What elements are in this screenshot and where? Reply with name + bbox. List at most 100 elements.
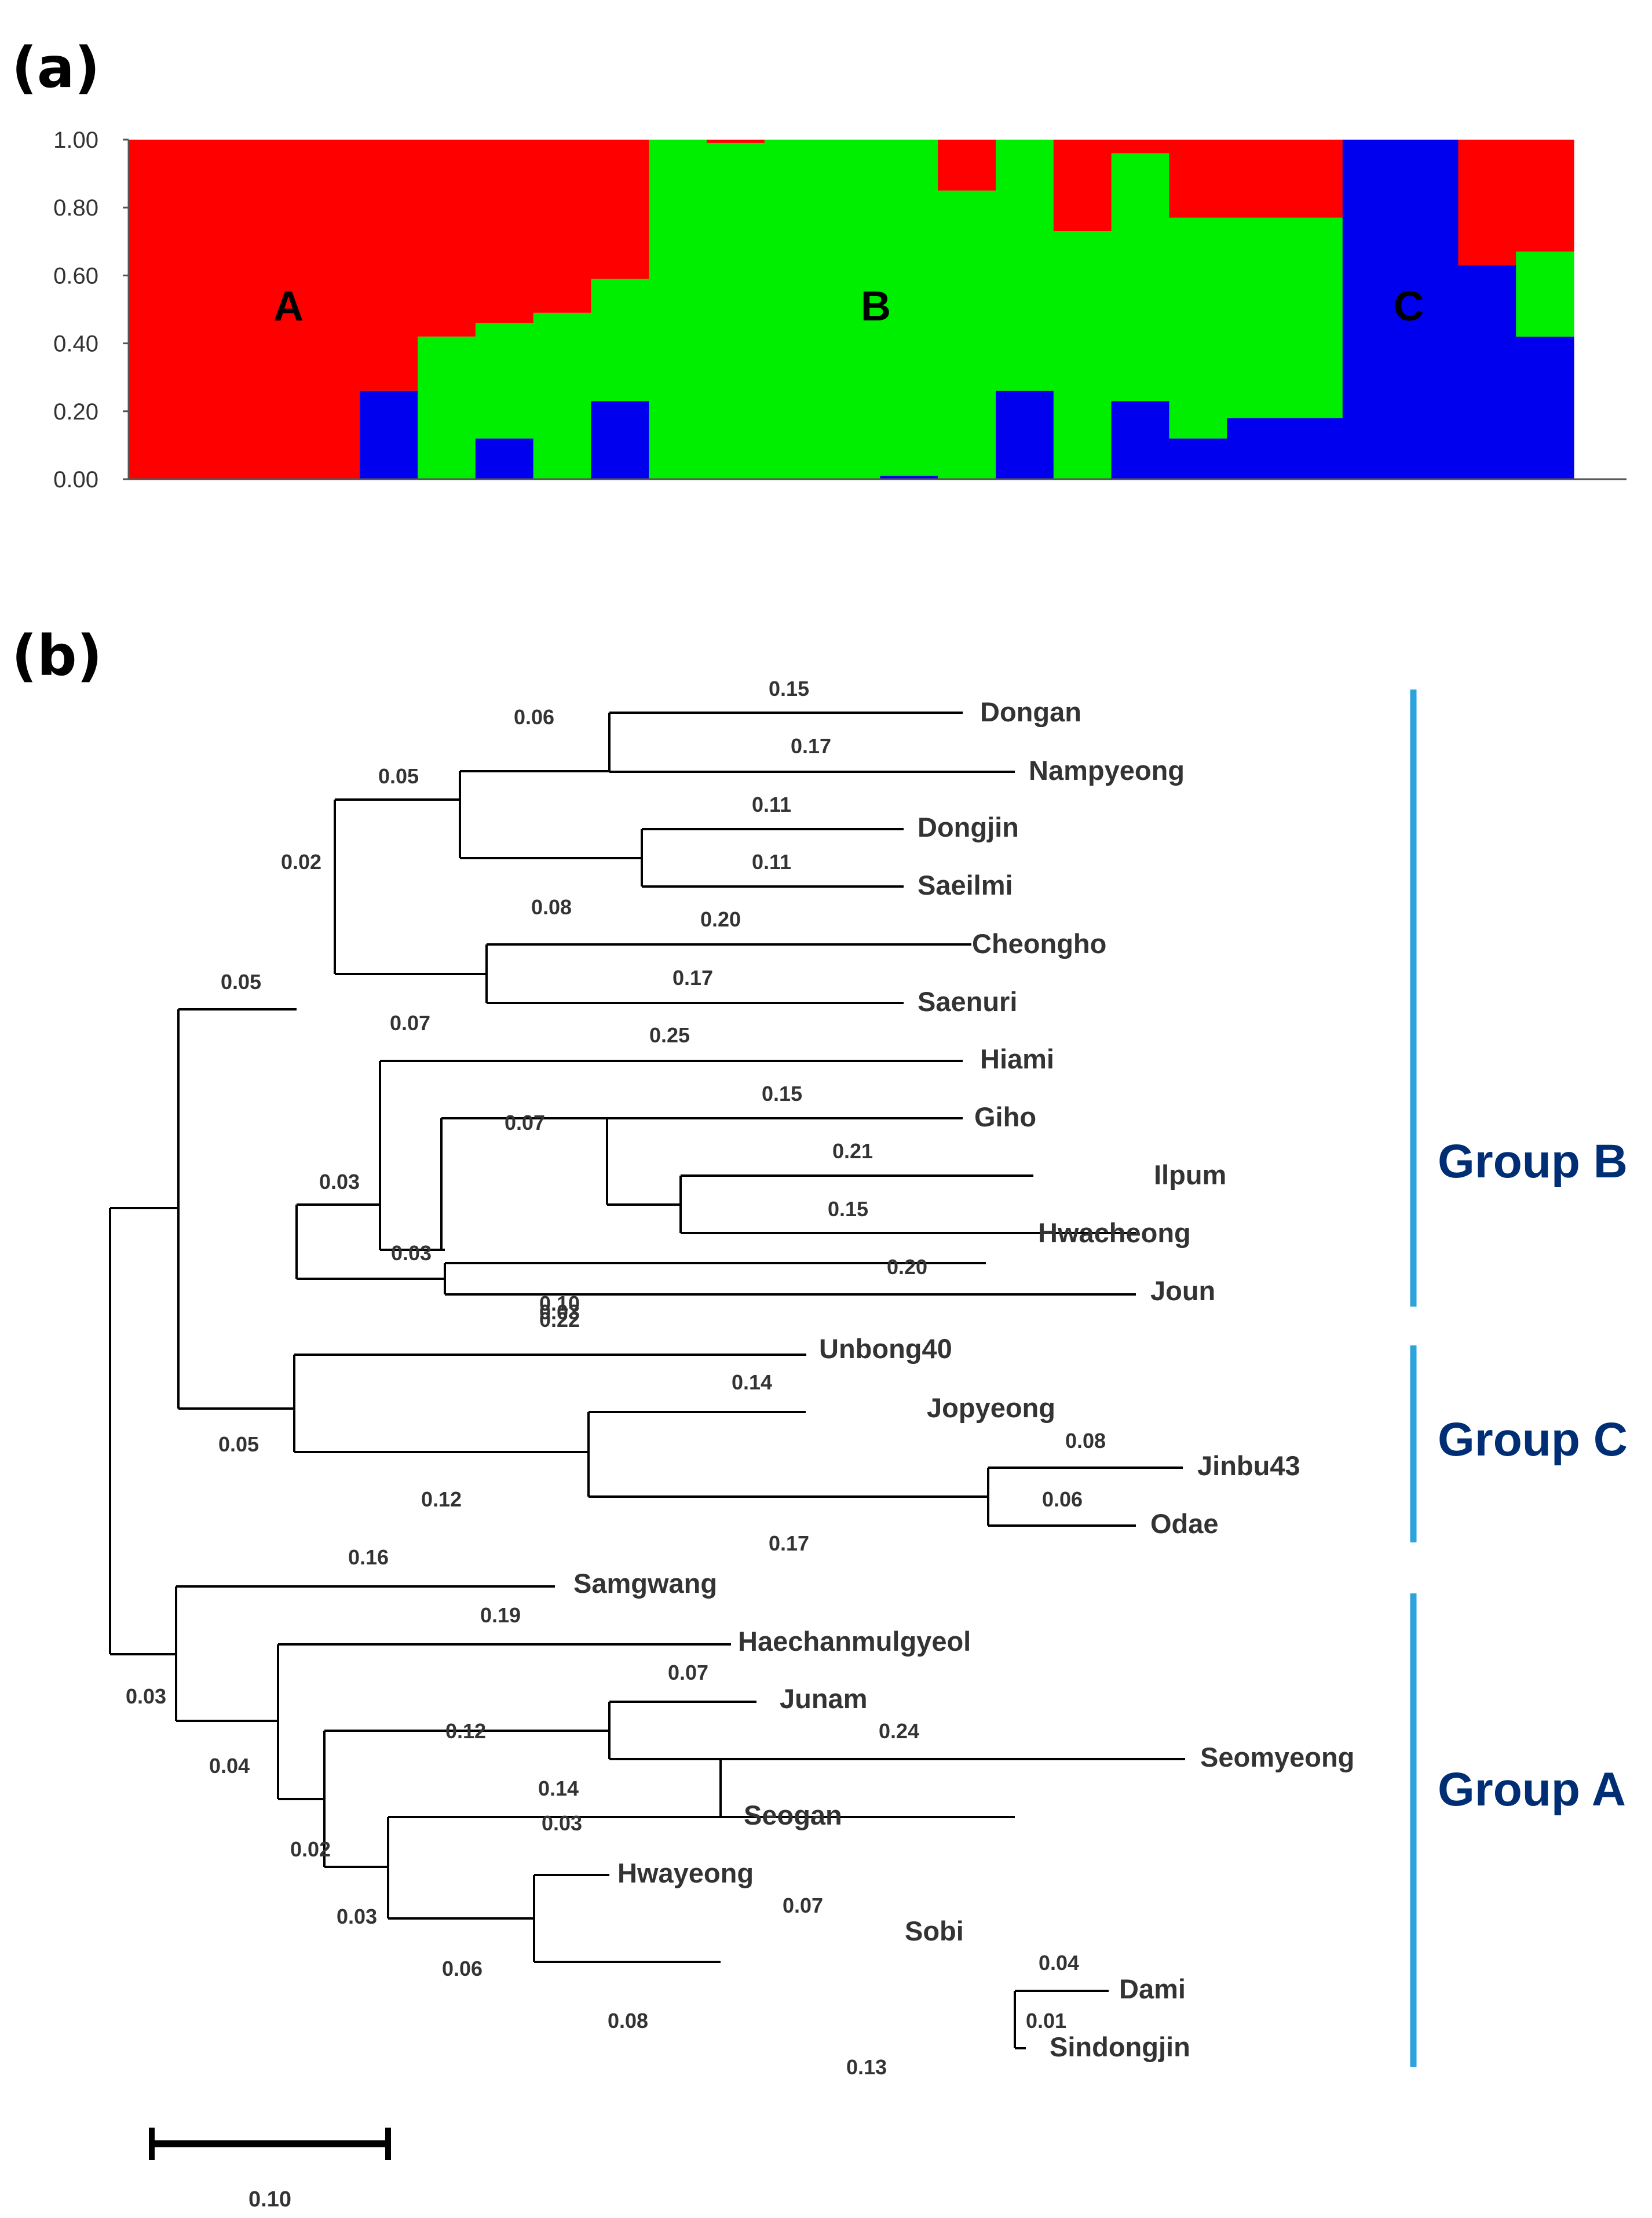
bar-11-red — [707, 140, 765, 143]
branch-length-label: 0.11 — [752, 850, 791, 874]
bar-12-green — [764, 140, 823, 479]
bar-24-red — [1458, 140, 1516, 265]
branch-length-label: 0.08 — [1065, 1429, 1106, 1453]
branch-length-label: 0.03 — [126, 1684, 166, 1708]
structure-bar-plot: (a) 0.00 0.20 0.40 0.60 0.80 1.00 A B C — [12, 35, 1627, 493]
bar-24-blue — [1458, 265, 1516, 479]
branch-length-label: 0.15 — [828, 1197, 868, 1221]
branch-length-label: 0.05 — [218, 1432, 259, 1456]
leaf-label: Samgwang — [573, 1568, 717, 1599]
cluster-label-a: A — [273, 283, 304, 330]
group-b-label: Group B — [1438, 1135, 1628, 1188]
group-a-label: Group A — [1438, 1763, 1626, 1816]
branch-length-label: 0.08 — [608, 2009, 648, 2033]
branch-length-label: 0.07 — [505, 1111, 545, 1134]
panel-b-label: (b) — [12, 623, 102, 688]
branch-length-label: 0.12 — [445, 1719, 486, 1743]
leaf-label: Ilpum — [1154, 1159, 1226, 1190]
bar-25-green — [1516, 251, 1574, 337]
bar-13-green — [822, 140, 880, 479]
bar-19-green — [1169, 217, 1227, 439]
leaf-label: Seogan — [744, 1800, 842, 1830]
bar-8-green — [533, 312, 591, 479]
bar-25-red — [1516, 140, 1574, 252]
leaf-label: Hiami — [980, 1044, 1054, 1074]
bar-15-red — [938, 140, 996, 191]
y-tick-label: 0.40 — [53, 331, 98, 357]
bar-16-green — [996, 140, 1054, 391]
branch-length-label: 0.22 — [539, 1308, 580, 1331]
bar-16-blue — [996, 391, 1054, 479]
branch-length-label: 0.24 — [879, 1719, 919, 1743]
branch-length-label: 0.16 — [348, 1545, 389, 1569]
bar-9-blue — [591, 401, 649, 479]
leaf-label: Saenuri — [918, 986, 1017, 1017]
y-tick-label: 0.80 — [53, 195, 98, 221]
branch-length-label: 0.03 — [319, 1170, 360, 1194]
bar-2-red — [186, 140, 245, 479]
bar-15-green — [938, 190, 996, 479]
branch-length-label: 0.19 — [480, 1603, 521, 1627]
branch-length-label: 0.03 — [542, 1811, 582, 1835]
bar-17-green — [1053, 231, 1112, 479]
branch-length-label: 0.14 — [538, 1776, 579, 1800]
group-c-label: Group C — [1438, 1413, 1628, 1466]
bar-11-green — [707, 143, 765, 480]
bar-7-blue — [475, 438, 534, 479]
branch-length-label: 0.10 — [539, 1292, 580, 1315]
bar-4-red — [302, 140, 360, 479]
branch-length-label: 0.06 — [442, 1957, 483, 1980]
leaf-label: Haechanmulgyeol — [738, 1626, 971, 1657]
leaf-label: Jopyeong — [927, 1392, 1055, 1423]
leaf-label: Hwayeong — [617, 1858, 754, 1888]
bar-8-red — [533, 140, 591, 313]
bar-21-green — [1285, 217, 1343, 418]
branch-length-label: 0.17 — [791, 734, 831, 758]
y-tick-label: 0.60 — [53, 263, 98, 289]
branch-length-label: 0.03 — [539, 1300, 580, 1324]
branch-length-label: 0.08 — [531, 895, 572, 919]
leaf-label: Cheongho — [972, 928, 1106, 959]
bar-21-blue — [1285, 418, 1343, 479]
branch-length-label: 0.04 — [1039, 1951, 1079, 1975]
branch-length-label: 0.05 — [378, 764, 419, 788]
leaf-label: Dongjin — [918, 812, 1019, 842]
branch-length-label: 0.05 — [221, 970, 261, 994]
leaf-label: Hwacheong — [1038, 1217, 1191, 1248]
leaf-label: Nampyeong — [1029, 755, 1185, 786]
leaf-label: Sobi — [905, 1916, 964, 1946]
branch-length-label: 0.15 — [769, 677, 809, 701]
cluster-label-b: B — [861, 283, 891, 330]
branch-length-label: 0.13 — [846, 2055, 887, 2079]
branch-length-label: 0.07 — [668, 1661, 708, 1684]
branch-length-label: 0.17 — [673, 966, 713, 990]
branch-length-label: 0.01 — [1026, 2009, 1066, 2033]
bar-21-red — [1285, 140, 1343, 218]
bar-9-green — [591, 279, 649, 402]
bar-7-green — [475, 323, 534, 439]
branch-length-label: 0.02 — [281, 850, 321, 874]
branch-length-label: 0.06 — [1042, 1487, 1083, 1511]
branch-length-label: 0.02 — [290, 1837, 331, 1861]
cluster-label-c: C — [1394, 283, 1424, 330]
branch-length-label: 0.03 — [391, 1241, 432, 1265]
leaf-label: Joun — [1150, 1275, 1215, 1306]
leaf-label: Junam — [780, 1683, 868, 1714]
leaf-label: Saeilmi — [918, 870, 1013, 900]
branch-length-label: 0.20 — [700, 907, 741, 931]
bar-5-blue — [360, 391, 418, 479]
bar-1-red — [129, 140, 187, 479]
branch-length-label: 0.20 — [887, 1255, 927, 1279]
bar-25-blue — [1516, 336, 1574, 479]
bar-20-green — [1227, 217, 1285, 418]
branch-length-label: 0.17 — [769, 1531, 809, 1555]
leaf-label: Sindongjin — [1050, 2031, 1190, 2062]
panel-a-label: (a) — [12, 35, 100, 100]
branch-length-label: 0.11 — [752, 793, 791, 816]
bar-20-blue — [1227, 418, 1285, 479]
y-tick-label: 1.00 — [53, 127, 98, 153]
bar-10-green — [649, 140, 707, 479]
bar-6-green — [418, 336, 476, 479]
bar-6-red — [418, 140, 476, 337]
